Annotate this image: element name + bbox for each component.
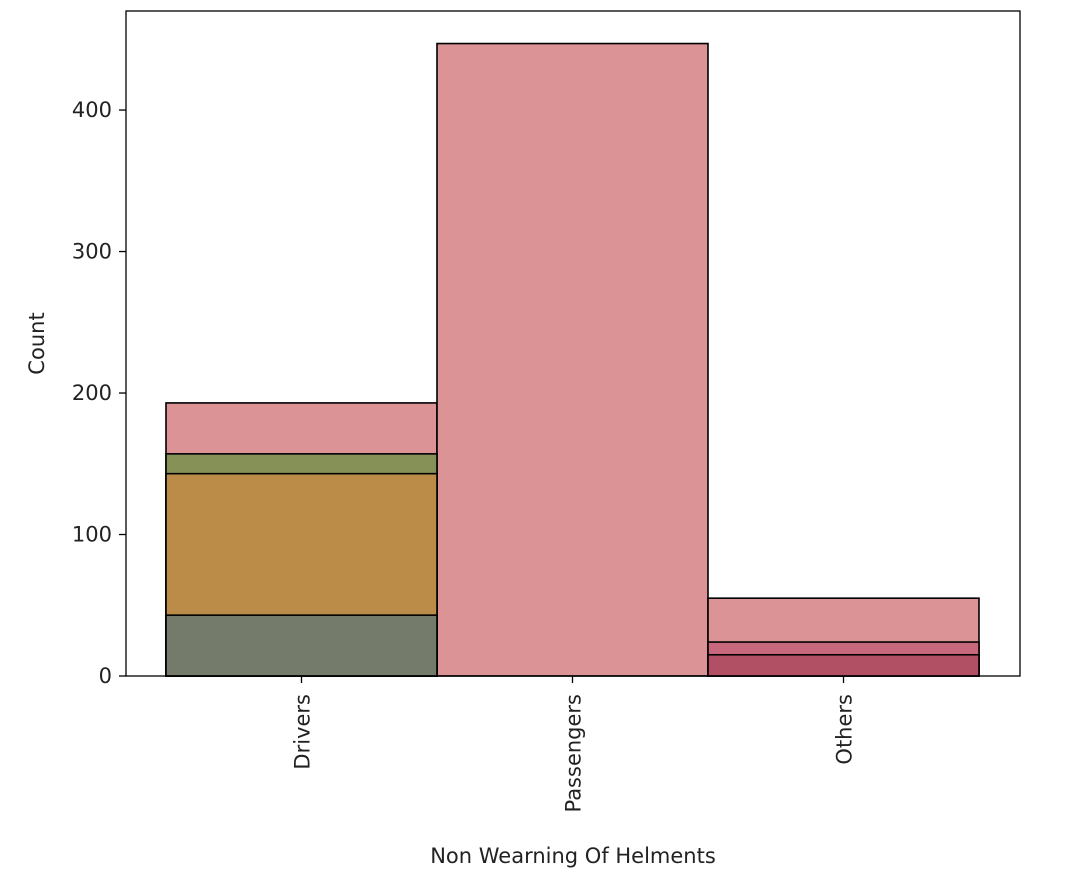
x-axis-label: Non Wearning Of Helments: [430, 844, 716, 868]
x-axis: Drivers Passengers Others: [291, 676, 857, 813]
y-tick-label-400: 400: [72, 98, 112, 122]
bars-group: [165, 42, 980, 677]
y-tick-label-100: 100: [72, 523, 112, 547]
bar-others-layer-6: [707, 653, 980, 677]
x-tick-label-passengers: Passengers: [562, 694, 586, 813]
y-tick-label-0: 0: [99, 664, 112, 688]
x-tick-label-drivers: Drivers: [291, 694, 315, 770]
y-tick-label-200: 200: [72, 381, 112, 405]
y-tick-label-300: 300: [72, 240, 112, 264]
bar-drivers-layer-4: [165, 614, 438, 677]
y-axis: 0 100 200 300 400: [72, 98, 126, 688]
y-axis-label: Count: [25, 312, 49, 374]
x-tick-label-others: Others: [833, 694, 857, 765]
bar-passengers-layer-1: [436, 42, 709, 677]
